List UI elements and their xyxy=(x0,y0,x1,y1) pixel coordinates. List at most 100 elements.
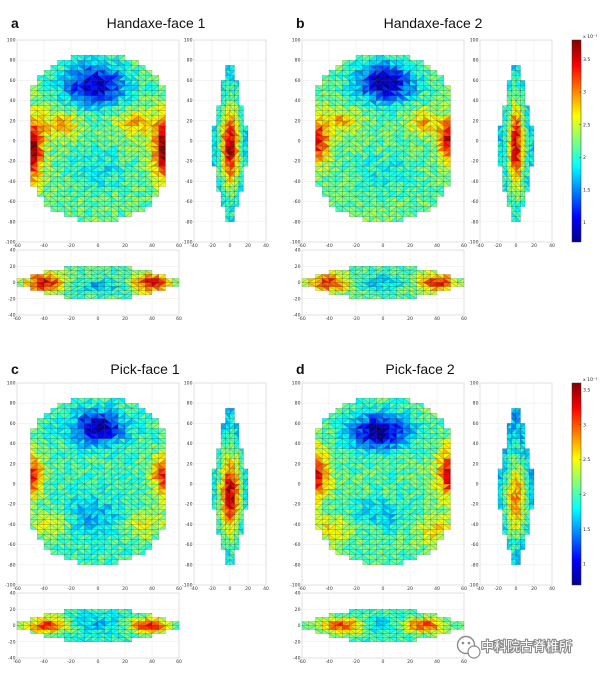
front-view-xtick-label: -40 xyxy=(40,243,48,249)
bottom-view-xtick-label: 40 xyxy=(149,316,155,322)
panel-letter: b xyxy=(296,15,305,31)
panel-letter: a xyxy=(11,15,19,31)
front-view-cell xyxy=(131,60,139,66)
bottom-view-xtick-label: 0 xyxy=(97,316,100,322)
front-view-ytick-label: 60 xyxy=(10,78,16,84)
bottom-view-xtick-label: 20 xyxy=(122,316,128,322)
bottom-view-xtick-label: 60 xyxy=(176,316,182,322)
side-view-xtick-label: 0 xyxy=(515,243,518,249)
front-view-xtick-label: 0 xyxy=(382,243,385,249)
bottom-view-ytick-label: 0 xyxy=(298,280,301,286)
colorbar-tick-label: 1.5 xyxy=(583,187,590,193)
front-view-cell xyxy=(84,55,92,61)
bottom-view-ytick-label: 40 xyxy=(295,248,301,254)
front-view-cell xyxy=(57,60,65,66)
front-view-ytick-label: -20 xyxy=(8,502,16,508)
colorbar-exponent: x 10⁻³ xyxy=(583,34,597,40)
bottom-view-ytick-label: 20 xyxy=(295,264,301,270)
front-view-xtick-label: 20 xyxy=(122,586,128,592)
colorbar-gradient xyxy=(571,39,582,243)
front-view: -60 -40 -20 0 20 40 60-100-80-60-40-2002040608… xyxy=(5,381,182,593)
front-view-ytick-label: -80 xyxy=(8,219,16,225)
side-view-xtick-label: 40 xyxy=(263,243,269,249)
bottom-view-xtick-label: -40 xyxy=(325,316,333,322)
side-view-ytick-label: 40 xyxy=(473,98,479,104)
side-view-ytick-label: 0 xyxy=(476,139,479,145)
front-view-ytick-label: 20 xyxy=(10,461,16,467)
side-view-ytick-label: -60 xyxy=(185,199,193,205)
front-view-surface xyxy=(315,54,451,223)
front-view-xtick-label: -40 xyxy=(40,586,48,592)
front-view-ytick-label: -100 xyxy=(5,583,16,589)
colorbar-tick-label: 2.5 xyxy=(583,122,590,128)
bottom-view-xtick-label: -20 xyxy=(352,316,360,322)
front-view-surface xyxy=(30,397,166,566)
front-view-ytick-label: -20 xyxy=(293,159,301,165)
bottom-view-ytick-label: 40 xyxy=(10,248,16,254)
side-view-ytick-label: -20 xyxy=(471,159,479,165)
front-view-ytick-label: 60 xyxy=(295,78,301,84)
front-view-cell xyxy=(118,55,126,61)
bottom-view-ytick-label: 0 xyxy=(13,280,16,286)
bottom-view-xtick-label: 0 xyxy=(382,316,385,322)
side-view-ytick-label: 20 xyxy=(187,118,193,124)
bottom-view-xtick-label: 60 xyxy=(461,316,467,322)
front-view-ytick-label: -20 xyxy=(8,159,16,165)
bottom-view-ytick-label: 20 xyxy=(10,264,16,270)
front-view-ytick-label: 100 xyxy=(292,38,301,44)
side-view-ytick-label: 0 xyxy=(190,139,193,145)
front-view-xtick-label: -40 xyxy=(325,243,333,249)
colorbar: 11.522.533.5x 10⁻³ xyxy=(571,34,597,243)
front-view-xtick-label: -20 xyxy=(352,243,360,249)
colorbar-tick-label: 1 xyxy=(583,220,586,226)
panel-letter: c xyxy=(11,361,19,377)
side-view-ytick-label: -40 xyxy=(185,179,193,185)
front-view-ytick-label: -80 xyxy=(8,562,16,568)
side-view-ytick-label: 20 xyxy=(473,118,479,124)
front-view-ytick-label: 40 xyxy=(10,441,16,447)
front-view-xtick-label: -20 xyxy=(67,586,75,592)
front-view-ytick-label: 0 xyxy=(13,139,16,145)
bottom-view-ytick-label: -40 xyxy=(293,313,301,319)
side-view-ytick-label: 40 xyxy=(187,98,193,104)
side-view-ytick-label: -40 xyxy=(471,179,479,185)
front-view-ytick-label: 20 xyxy=(295,118,301,124)
front-view-ytick-label: -60 xyxy=(8,542,16,548)
front-view: -60 -40 -20 0 20 40 60-100-80-60-40-2002040608… xyxy=(5,38,182,250)
colorbar-tick-label: 2 xyxy=(583,155,586,161)
front-view-xtick-label: 20 xyxy=(407,243,413,249)
side-view-xtick-label: 20 xyxy=(245,243,251,249)
bottom-view-ytick-label: -40 xyxy=(8,313,16,319)
panel-title: Handaxe-face 2 xyxy=(384,15,483,31)
front-view-ytick-label: -80 xyxy=(293,219,301,225)
side-view-xtick-label: 0 xyxy=(229,243,232,249)
front-view-ytick-label: -40 xyxy=(8,522,16,528)
front-view-xtick-label: 0 xyxy=(97,243,100,249)
bottom-view-xtick-label: 40 xyxy=(434,316,440,322)
side-view-ytick-label: -80 xyxy=(185,219,193,225)
front-view-cell xyxy=(30,85,38,91)
side-view-ytick-label: -60 xyxy=(471,199,479,205)
front-view-ytick-label: -60 xyxy=(293,199,301,205)
side-view-ytick-label: 60 xyxy=(473,78,479,84)
front-view-ytick-label: 80 xyxy=(10,58,16,64)
front-view-cell xyxy=(111,55,119,61)
colorbar-tick-label: 3.5 xyxy=(583,57,590,63)
front-view-surface xyxy=(30,54,166,223)
bottom-view-ytick-label: -20 xyxy=(293,296,301,302)
side-view-ytick-label: 80 xyxy=(187,58,193,64)
side-view-ytick-label: 100 xyxy=(470,38,479,44)
front-view-xtick-label: 40 xyxy=(434,243,440,249)
front-view-ytick-label: -40 xyxy=(8,179,16,185)
panel-b: b Handaxe-face 2-60 -40 -20 0 20 40 60-100-80-6… xyxy=(290,15,597,322)
front-view-ytick-label: 80 xyxy=(295,58,301,64)
front-view-xtick-label: 0 xyxy=(97,586,100,592)
side-view-ytick-label: -100 xyxy=(468,240,479,246)
front-view-ytick-label: 40 xyxy=(295,98,301,104)
front-view-cell xyxy=(64,60,72,66)
